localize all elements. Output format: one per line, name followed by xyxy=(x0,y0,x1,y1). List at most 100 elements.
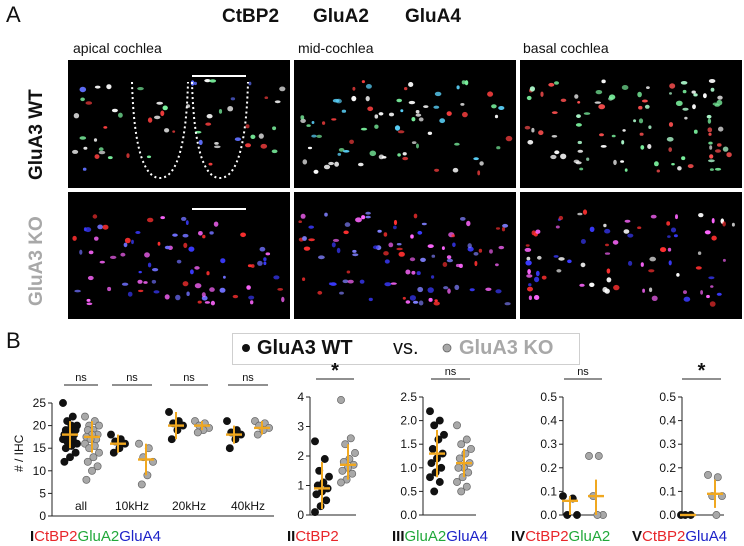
synapse-punctum xyxy=(722,221,726,227)
synapse-punctum xyxy=(525,244,530,247)
data-point-ko xyxy=(467,444,475,453)
caption-iv: IVCtBP2GluA2 xyxy=(511,528,611,545)
caption-iii-glua2: GluA2 xyxy=(404,528,447,545)
significance-label: * xyxy=(698,360,706,382)
synapse-punctum xyxy=(577,212,583,216)
synapse-punctum xyxy=(324,212,328,217)
synapse-punctum xyxy=(666,221,671,226)
synapse-punctum xyxy=(218,109,223,114)
synapse-punctum xyxy=(410,234,414,239)
synapse-punctum xyxy=(263,257,267,262)
synapse-punctum xyxy=(526,256,531,261)
synapse-punctum xyxy=(107,286,112,292)
panel-b-letter: B xyxy=(6,328,21,353)
synapse-punctum xyxy=(714,167,722,171)
micro-ko-basal-svg xyxy=(524,209,735,307)
synapse-punctum xyxy=(72,149,79,154)
synapse-punctum xyxy=(434,91,442,97)
synapse-punctum xyxy=(644,104,650,109)
synapse-punctum xyxy=(409,257,416,262)
synapse-punctum xyxy=(464,80,469,86)
synapse-punctum xyxy=(709,154,714,159)
synapse-punctum xyxy=(408,82,414,87)
synapse-punctum xyxy=(124,237,131,244)
synapse-punctum xyxy=(697,251,702,255)
data-point-wt xyxy=(107,430,115,439)
ihc-outline-2 xyxy=(191,81,249,180)
synapse-punctum xyxy=(527,286,533,292)
synapse-punctum xyxy=(586,157,590,161)
synapse-punctum xyxy=(197,300,202,304)
synapse-punctum xyxy=(240,232,247,238)
micro-wt-basal-svg xyxy=(524,79,732,173)
synapse-punctum xyxy=(529,86,535,92)
synapse-punctum xyxy=(273,275,280,280)
synapse-punctum xyxy=(589,282,595,287)
synapse-punctum xyxy=(85,101,93,105)
synapse-punctum xyxy=(646,86,650,89)
micrograph-wt-basal xyxy=(520,60,742,188)
synapse-punctum xyxy=(274,100,281,104)
synapse-punctum xyxy=(462,111,468,118)
synapse-punctum xyxy=(708,132,712,136)
synapse-punctum xyxy=(555,225,560,229)
synapse-punctum xyxy=(640,262,644,267)
data-point-ko xyxy=(337,478,345,487)
synapse-punctum xyxy=(302,159,308,165)
y-tick-label: 0.3 xyxy=(659,437,676,451)
synapse-punctum xyxy=(647,144,652,149)
data-point-wt xyxy=(61,444,70,453)
synapse-punctum xyxy=(676,273,680,277)
y-tick-label: 0 xyxy=(297,508,304,522)
synapse-punctum xyxy=(204,79,211,83)
synapse-punctum xyxy=(185,220,189,225)
legend-vs: vs. xyxy=(393,337,419,359)
synapse-punctum xyxy=(642,288,645,293)
synapse-punctum xyxy=(709,168,714,171)
synapse-punctum xyxy=(156,101,163,105)
y-tick-label: 0.2 xyxy=(540,461,557,475)
row-label-ko: GluA3 KO xyxy=(26,216,47,306)
synapse-punctum xyxy=(452,242,456,248)
synapse-punctum xyxy=(550,154,557,160)
synapse-punctum xyxy=(575,123,582,127)
synapse-punctum xyxy=(73,113,80,119)
synapse-punctum xyxy=(574,94,579,99)
synapse-punctum xyxy=(595,90,603,95)
synapse-punctum xyxy=(93,138,98,142)
synapse-punctum xyxy=(431,254,436,258)
synapse-punctum xyxy=(368,297,373,302)
synapse-punctum xyxy=(383,232,388,237)
synapse-punctum xyxy=(660,247,667,253)
data-point-ko xyxy=(594,452,603,460)
synapse-punctum xyxy=(707,118,712,124)
synapse-punctum xyxy=(332,98,340,103)
synapse-punctum xyxy=(302,236,307,241)
synapse-punctum xyxy=(600,145,607,148)
synapse-punctum xyxy=(527,269,531,275)
synapse-punctum xyxy=(99,260,105,264)
synapse-punctum xyxy=(439,118,446,124)
synapse-punctum xyxy=(620,160,625,163)
synapse-punctum xyxy=(491,104,497,109)
caption-i-glua2: GluA2 xyxy=(77,528,120,545)
synapse-punctum xyxy=(580,239,586,244)
group-label: 10kHz xyxy=(115,499,149,513)
synapse-punctum xyxy=(460,217,466,221)
data-point-ko xyxy=(253,430,262,439)
synapse-punctum xyxy=(144,252,150,258)
synapse-punctum xyxy=(206,271,210,276)
data-point-wt xyxy=(165,408,173,416)
synapse-punctum xyxy=(710,285,714,288)
synapse-punctum xyxy=(186,291,190,297)
synapse-punctum xyxy=(80,97,85,102)
synapse-punctum xyxy=(707,127,713,133)
synapse-punctum xyxy=(264,96,269,99)
y-tick-label: 15 xyxy=(33,441,47,455)
data-point-ko xyxy=(454,463,463,472)
data-point-ko xyxy=(81,412,89,421)
synapse-punctum xyxy=(396,247,403,251)
data-point-ko xyxy=(346,434,355,443)
channel-label-glua2: GluA2 xyxy=(313,6,369,27)
synapse-punctum xyxy=(260,143,268,149)
